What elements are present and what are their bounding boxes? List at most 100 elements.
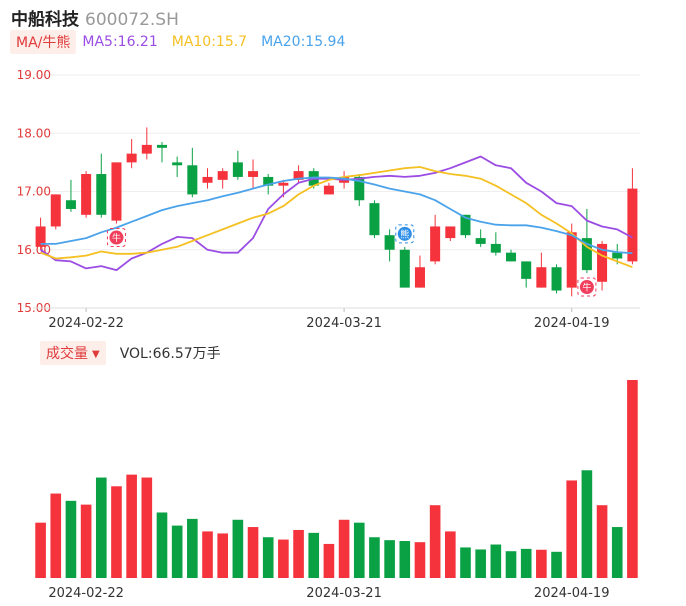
candle-body	[323, 185, 334, 195]
candle-body	[278, 182, 289, 186]
candle-body	[551, 267, 562, 291]
volume-x-tick-label: 2024-04-19	[534, 586, 610, 601]
price-x-tick-label: 2024-03-21	[306, 316, 382, 331]
volume-legend: 成交量 ▼ VOL:66.57万手	[40, 341, 221, 365]
volume-bar	[611, 527, 623, 578]
candle	[232, 150, 243, 180]
candle	[65, 179, 76, 212]
candle-body	[414, 267, 425, 288]
volume-bar	[308, 532, 320, 578]
candle-body	[460, 214, 471, 236]
volume-bar	[126, 474, 137, 578]
candle	[217, 168, 228, 189]
candle-body	[490, 243, 501, 253]
candle	[414, 255, 425, 288]
candle	[141, 127, 152, 160]
signal-marker-frame	[106, 228, 126, 248]
signal-marker-label: 熊	[400, 228, 409, 240]
price-y-tick-label: 18.00	[17, 126, 51, 140]
volume-bar	[262, 537, 274, 578]
signal-marker-dot	[397, 226, 412, 241]
volume-bar	[217, 533, 228, 578]
price-y-tick-label: 17.00	[17, 185, 51, 199]
volume-bar	[551, 551, 562, 578]
candle	[490, 232, 501, 256]
candle	[156, 141, 167, 163]
price-x-axis: 2024-02-22 2024-03-21 2024-04-19	[33, 307, 640, 331]
volume-bar	[384, 540, 395, 578]
ma-indicator-selector[interactable]: MA/牛熊	[10, 30, 77, 54]
candle-body	[248, 171, 259, 177]
volume-indicator-selector[interactable]: 成交量 ▼	[40, 341, 106, 365]
signal-marker-label: 牛	[112, 232, 121, 244]
volume-bar	[293, 529, 304, 578]
candle-body	[627, 188, 638, 262]
candle	[627, 168, 638, 265]
signal-marker: 牛	[577, 277, 597, 297]
candle-body	[612, 252, 623, 259]
volume-bar	[581, 470, 593, 578]
candlesticks	[35, 127, 638, 297]
volume-bar	[520, 548, 532, 578]
candle-body	[293, 171, 304, 180]
candle	[126, 139, 137, 169]
ma5-legend: MA5:16.21	[82, 34, 158, 50]
volume-x-tick-label: 2024-03-21	[306, 586, 382, 601]
price-x-tick-label: 2024-02-22	[48, 316, 124, 331]
candle	[369, 200, 380, 239]
candle-body	[217, 171, 228, 180]
candle	[293, 165, 304, 183]
candle-body	[156, 144, 167, 148]
candle-body	[354, 176, 365, 201]
moving-average-lines	[40, 155, 633, 271]
candle	[248, 159, 259, 189]
candle-body	[581, 238, 592, 271]
candle	[81, 171, 92, 218]
candle-body	[475, 238, 486, 244]
volume-bar	[35, 522, 46, 578]
candle-body	[536, 267, 547, 288]
volume-bar	[596, 505, 608, 578]
volume-bar	[566, 480, 578, 578]
chevron-down-icon: ▼	[92, 348, 100, 360]
volume-bar	[369, 537, 380, 578]
volume-bar	[475, 549, 486, 578]
candle-body	[232, 162, 243, 177]
candle-body	[96, 174, 107, 215]
price-y-tick-label: 19.00	[17, 68, 51, 82]
signal-marker-label: 牛	[582, 282, 591, 294]
candle-body	[141, 144, 152, 154]
candle-body	[111, 162, 122, 221]
candle	[506, 249, 517, 262]
bull-bear-markers: 牛熊牛	[106, 224, 597, 297]
candle-body	[445, 226, 456, 239]
price-grid	[33, 74, 640, 309]
candle-body	[126, 153, 137, 163]
volume-bar	[247, 527, 259, 578]
volume-bar	[627, 380, 638, 578]
volume-bar	[278, 539, 289, 578]
candle-body	[399, 249, 410, 288]
volume-bar	[505, 551, 517, 578]
candle	[430, 214, 441, 265]
candle	[172, 156, 183, 177]
candle	[96, 153, 107, 218]
candle	[323, 182, 334, 195]
volume-bar	[460, 547, 471, 578]
candle	[384, 229, 395, 262]
candle	[445, 226, 456, 242]
candle	[50, 194, 61, 230]
volume-bar	[536, 549, 547, 578]
volume-bar	[353, 522, 365, 578]
candle-body	[35, 226, 46, 247]
volume-bar	[187, 518, 198, 578]
volume-value: VOL:66.57万手	[119, 346, 221, 362]
candle	[35, 217, 46, 250]
volume-bar	[141, 477, 153, 578]
volume-bar	[399, 541, 411, 578]
candle-body	[172, 162, 183, 166]
signal-marker-frame	[395, 224, 415, 244]
candle	[521, 261, 532, 288]
